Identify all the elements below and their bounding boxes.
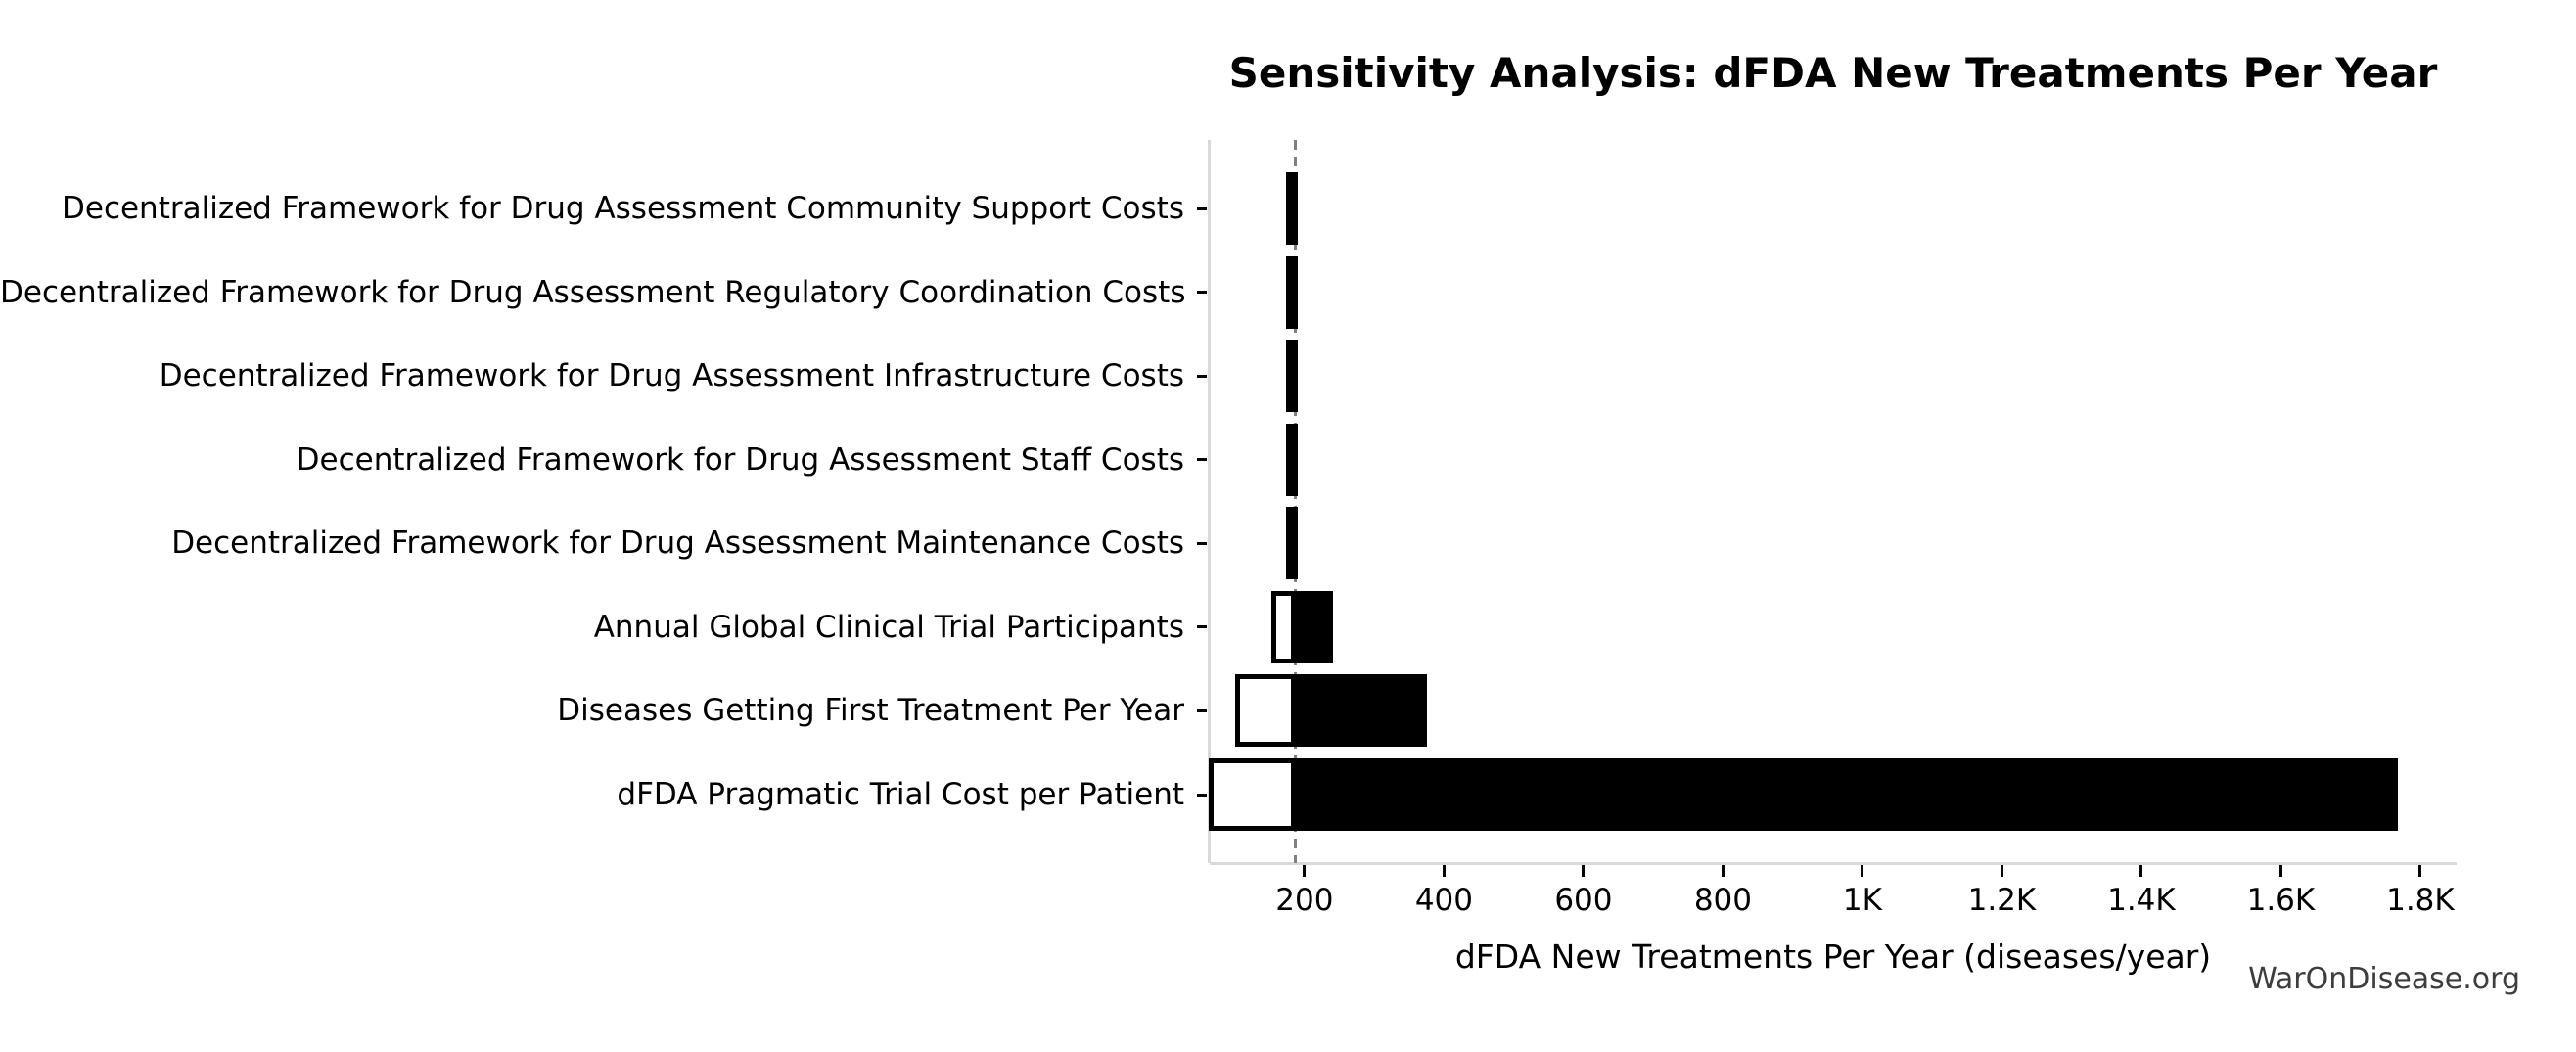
bar-high-value: [1295, 340, 1298, 413]
x-tick-label: 1.8K: [2386, 883, 2455, 918]
y-category-label: Decentralized Framework for Drug Assessm…: [296, 441, 1184, 478]
bar-low-value: [1285, 423, 1296, 496]
y-tick-mark: [1197, 709, 1207, 712]
bar-high-value: [1295, 172, 1298, 245]
y-axis-spine: [1208, 140, 1211, 863]
y-tick-mark: [1197, 206, 1207, 210]
y-category-label: dFDA Pragmatic Trial Cost per Patient: [617, 777, 1184, 812]
bar-low-value: [1285, 507, 1296, 580]
x-axis-spine: [1210, 862, 2457, 865]
x-tick-mark: [2418, 865, 2422, 877]
x-tick-mark: [1303, 865, 1307, 877]
baseline-dashed-line: [1294, 140, 1298, 863]
y-category-label: Decentralized Framework for Drug Assessm…: [62, 191, 1184, 226]
x-tick-label: 400: [1414, 883, 1473, 918]
x-tick-mark: [2000, 865, 2003, 877]
x-tick-label: 1.2K: [1967, 883, 2037, 918]
y-category-label: Diseases Getting First Treatment Per Yea…: [557, 693, 1184, 729]
y-tick-mark: [1197, 541, 1207, 545]
y-category-label: Annual Global Clinical Trial Participant…: [593, 609, 1184, 645]
bar-high-value: [1295, 507, 1299, 580]
y-tick-mark: [1197, 458, 1207, 462]
bar-high-value: [1295, 590, 1334, 663]
bar-low-value: [1285, 340, 1296, 413]
bar-low-value: [1208, 758, 1296, 831]
x-tick-label: 1.6K: [2246, 883, 2316, 918]
bar-high-value: [1295, 758, 2399, 831]
bar-high-value: [1295, 674, 1428, 748]
bar-high-value: [1295, 423, 1299, 496]
watermark-text: WarOnDisease.org: [2248, 962, 2520, 996]
y-category-label: Decentralized Framework for Drug Assessm…: [0, 274, 1186, 310]
chart-title: Sensitivity Analysis: dFDA New Treatment…: [1228, 49, 2438, 97]
y-tick-mark: [1197, 291, 1207, 295]
bar-low-value: [1285, 255, 1296, 329]
y-tick-mark: [1197, 625, 1207, 629]
y-tick-mark: [1197, 374, 1207, 378]
y-category-label: Decentralized Framework for Drug Assessm…: [159, 358, 1184, 394]
x-tick-mark: [2278, 865, 2282, 877]
x-tick-mark: [1442, 865, 1446, 877]
x-tick-mark: [1721, 865, 1725, 877]
bar-low-value: [1271, 590, 1296, 663]
y-category-label: Decentralized Framework for Drug Assessm…: [171, 526, 1184, 562]
x-tick-label: 800: [1693, 883, 1752, 918]
bar-low-value: [1285, 172, 1296, 245]
x-tick-label: 600: [1554, 883, 1613, 918]
x-tick-mark: [1582, 865, 1586, 877]
x-tick-label: 200: [1275, 883, 1334, 918]
bar-low-value: [1234, 674, 1296, 748]
x-tick-label: 1.4K: [2107, 883, 2176, 918]
y-tick-mark: [1197, 793, 1207, 797]
x-tick-mark: [1861, 865, 1864, 877]
x-axis-label: dFDA New Treatments Per Year (diseases/y…: [1454, 938, 2212, 976]
bar-high-value: [1295, 255, 1298, 329]
x-tick-label: 1K: [1842, 883, 1882, 918]
x-tick-mark: [2139, 865, 2143, 877]
